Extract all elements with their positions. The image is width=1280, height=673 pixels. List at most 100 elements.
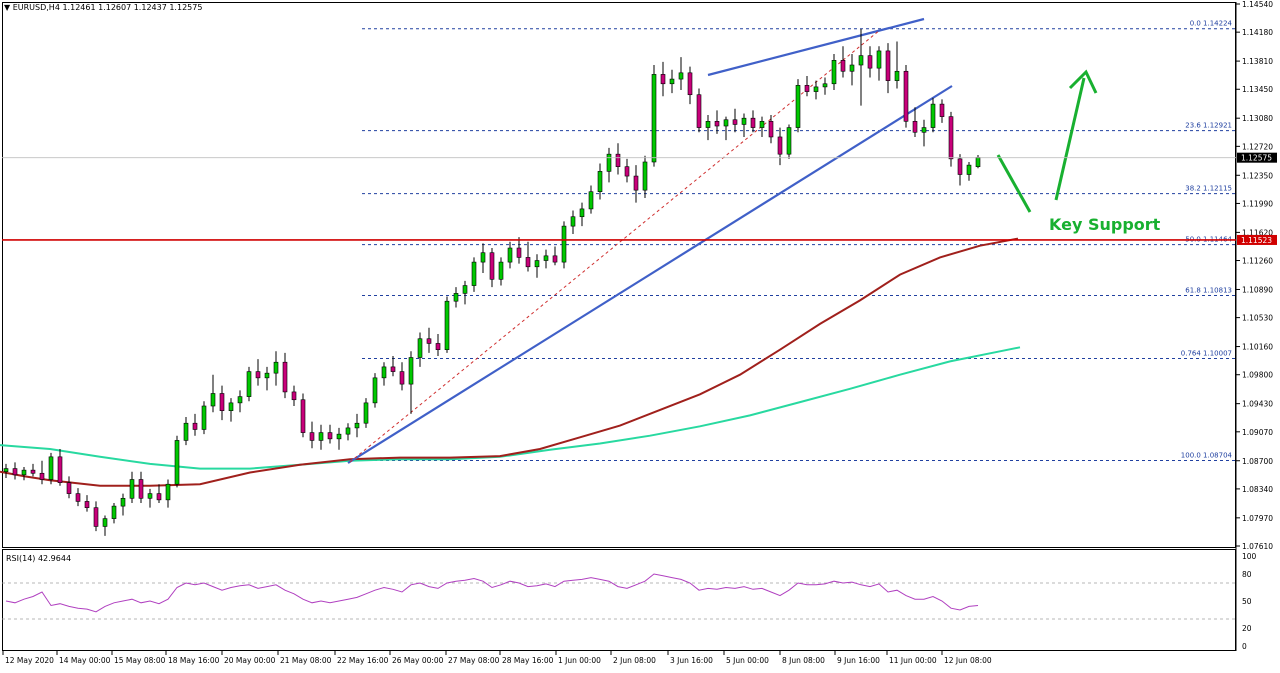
candle <box>363 398 369 428</box>
time-tick-label: 22 May 16:00 <box>337 656 389 665</box>
candle <box>786 124 792 159</box>
candle <box>651 65 657 167</box>
candle <box>615 143 621 175</box>
bear-candle-body <box>624 166 630 177</box>
bull-candle-body <box>849 64 855 72</box>
bull-candle-body <box>210 393 216 407</box>
candle <box>372 373 378 408</box>
bull-candle-body <box>597 171 603 193</box>
time-tick-label: 28 May 16:00 <box>502 656 554 665</box>
bull-candle-body <box>201 405 207 430</box>
candle <box>705 115 711 141</box>
bear-candle-body <box>912 121 918 133</box>
candle <box>48 452 54 485</box>
candle <box>309 421 315 449</box>
up-arrow-line <box>1054 77 1086 201</box>
support-price-label: 1.11523 <box>1241 236 1272 245</box>
candle <box>165 479 171 508</box>
time-tick-label: 14 May 00:00 <box>59 656 111 665</box>
candle <box>462 280 468 305</box>
bear-candle-body <box>84 501 90 508</box>
candle <box>597 163 603 200</box>
time-tick-label: 1 Jun 00:00 <box>558 656 601 665</box>
price-tick-label: 1.12720 <box>1242 142 1273 151</box>
bull-candle-body <box>813 86 819 92</box>
candle <box>417 332 423 367</box>
support-price-box <box>1237 234 1277 245</box>
price-tick-label: 1.09800 <box>1242 371 1273 380</box>
bear-candle-body <box>732 119 738 125</box>
bear-candle-body <box>714 121 720 127</box>
candle <box>561 221 567 269</box>
candles <box>3 29 981 536</box>
price-tick-label: 1.12350 <box>1242 171 1273 180</box>
time-tick-label: 26 May 00:00 <box>392 656 444 665</box>
bull-candle-body <box>786 127 792 155</box>
candle <box>570 210 576 234</box>
bull-candle-body <box>975 156 981 167</box>
bear-candle-body <box>525 257 531 268</box>
bear-candle-body <box>957 158 963 175</box>
candle <box>714 110 720 134</box>
bear-candle-body <box>192 422 198 430</box>
candle <box>516 237 522 264</box>
candle <box>300 393 306 438</box>
candle <box>732 108 738 133</box>
dip-arrow-line <box>996 154 1032 213</box>
bull-candle-body <box>498 261 504 280</box>
forecast-arrows <box>996 69 1098 213</box>
bull-candle-body <box>237 396 243 404</box>
candle <box>57 449 63 486</box>
candle <box>507 241 513 269</box>
bull-candle-body <box>795 85 801 128</box>
candle <box>957 154 963 186</box>
candle <box>777 127 783 166</box>
price-axis: 1.14540 1.14180 1.13810 1.13450 1.13080 1.127… <box>2 0 1277 551</box>
collapse-triangle-icon[interactable]: ▼ <box>4 3 11 12</box>
rsi-label: RSI(14) 42.9644 <box>6 554 72 563</box>
candle <box>408 351 414 414</box>
candle <box>480 243 486 274</box>
candle <box>813 80 819 100</box>
candle <box>885 43 891 94</box>
bull-candle-body <box>129 479 135 499</box>
candle <box>156 484 162 503</box>
bull-candle-body <box>471 261 477 286</box>
candle <box>255 359 261 386</box>
bull-candle-body <box>318 432 324 441</box>
up-arrow-head <box>1068 69 1098 94</box>
candle <box>543 249 549 269</box>
bear-candle-body <box>750 117 756 128</box>
candle <box>750 110 756 133</box>
candle <box>183 416 189 446</box>
time-tick-label: 8 Jun 08:00 <box>782 656 825 665</box>
candle <box>795 79 801 133</box>
bear-candle-body <box>291 391 297 401</box>
bull-candle-body <box>444 300 450 350</box>
bull-candle-body <box>579 208 585 218</box>
bear-candle-body <box>39 472 45 480</box>
candle <box>210 374 216 413</box>
bear-candle-body <box>687 72 693 96</box>
bear-candle-body <box>516 247 522 258</box>
candle <box>678 57 684 91</box>
price-tick-label: 1.11620 <box>1242 228 1273 237</box>
candle <box>912 107 918 137</box>
candle <box>453 287 459 308</box>
chart-header: ▼ EURUSD,H4 1.12461 1.12607 1.12437 1.12… <box>4 3 202 12</box>
bear-candle-body <box>948 116 954 160</box>
candle <box>849 54 855 86</box>
candle <box>228 398 234 422</box>
bear-candle-body <box>939 103 945 117</box>
candle <box>174 435 180 488</box>
bull-candle-body <box>534 260 540 268</box>
candle <box>399 362 405 391</box>
price-tick-label: 1.10530 <box>1242 314 1273 323</box>
bear-candle-body <box>219 393 225 411</box>
candle <box>867 46 873 78</box>
current-price-box <box>1237 152 1277 163</box>
candle <box>948 111 954 167</box>
rsi-tick-label: 80 <box>1242 570 1252 579</box>
price-tick-label: 1.13810 <box>1242 57 1273 66</box>
